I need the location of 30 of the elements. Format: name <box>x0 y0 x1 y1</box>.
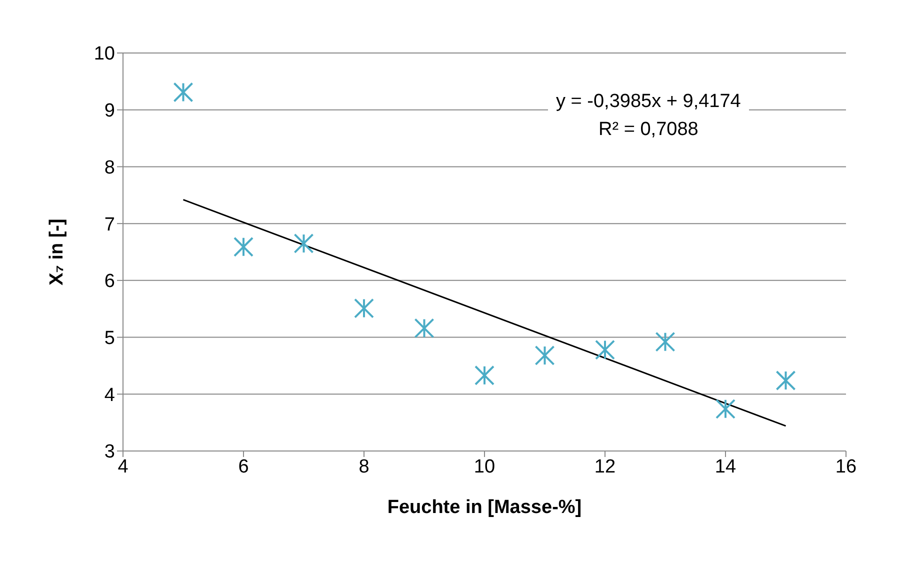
annotation: y = -0,3985x + 9,4174 <box>556 90 741 114</box>
y-tick-label: 3 <box>104 442 115 463</box>
point <box>414 318 434 338</box>
point <box>655 332 676 352</box>
x-tick-label: 4 <box>118 456 129 478</box>
y-axis-title: X₇ in [-] <box>46 218 68 286</box>
x-tick-label: 6 <box>238 456 249 478</box>
x-tick-label: 14 <box>714 456 736 478</box>
point <box>474 365 494 386</box>
y-tick-label: 7 <box>104 214 115 236</box>
point <box>354 298 374 318</box>
x-tick-label: 16 <box>835 456 857 478</box>
point <box>294 233 314 254</box>
y-tick-label: 9 <box>104 100 115 122</box>
x-tick-label: 8 <box>358 456 370 478</box>
annotation: R² = 0,7088 <box>598 118 700 142</box>
y-tick-label: 8 <box>104 157 115 178</box>
y-tick-label: 10 <box>94 44 115 65</box>
point <box>534 345 555 366</box>
point <box>776 370 796 390</box>
x-tick-label: 12 <box>594 456 616 478</box>
x-axis-title: Feuchte in [Masse-%] <box>387 497 582 518</box>
y-tick-label: 5 <box>104 328 115 350</box>
x-tick-label: 10 <box>474 456 496 478</box>
point <box>173 82 194 102</box>
point <box>716 398 736 419</box>
point <box>595 340 615 360</box>
point <box>234 236 254 257</box>
y-tick-label: 6 <box>104 271 115 292</box>
y-tick-label: 4 <box>104 384 116 406</box>
